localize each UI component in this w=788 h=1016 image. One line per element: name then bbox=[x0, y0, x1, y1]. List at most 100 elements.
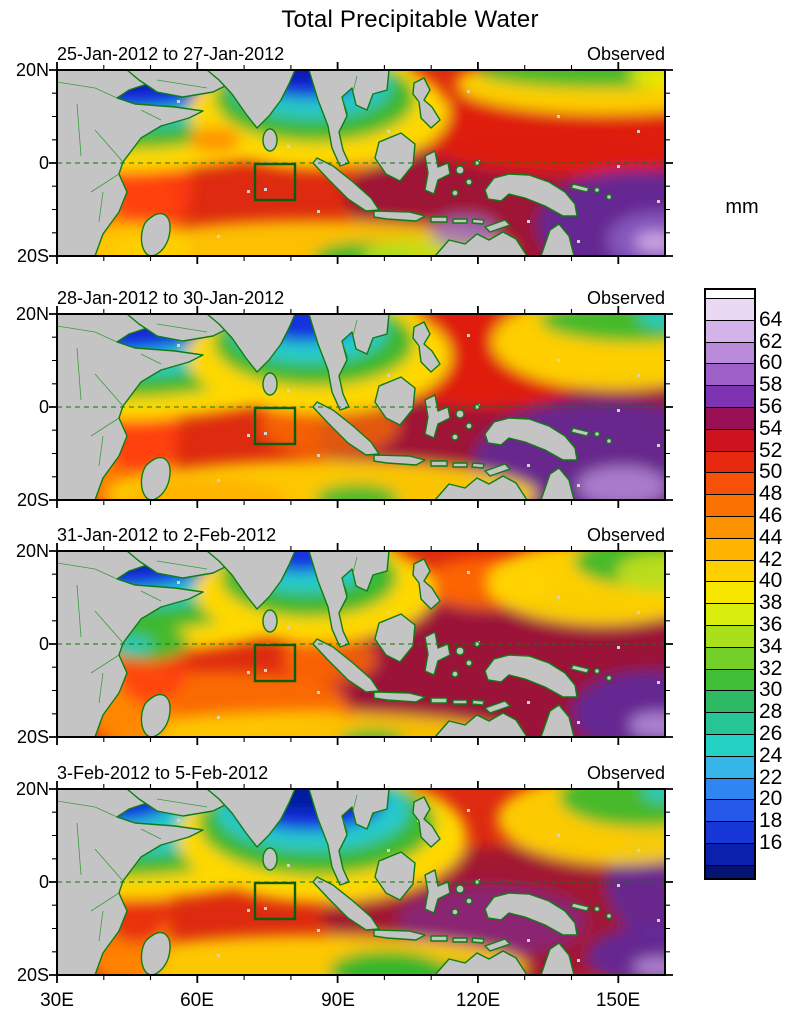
colorbar-cell-18-20 bbox=[706, 799, 754, 822]
colorbar bbox=[704, 288, 756, 880]
colorbar-cell-60-62 bbox=[706, 341, 754, 364]
colorbar-cell-32-34 bbox=[706, 646, 754, 669]
lat-label-0-panel-1: 0 bbox=[38, 153, 49, 173]
panel-3-date-range: 31-Jan-2012 to 2-Feb-2012 bbox=[57, 525, 277, 545]
lat-label-20n-panel-4: 20N bbox=[15, 779, 49, 799]
colorbar-tick-56: 56 bbox=[759, 395, 783, 418]
colorbar-cell-36-38 bbox=[706, 603, 754, 625]
colorbar-tick-54: 54 bbox=[759, 416, 783, 440]
colorbar-cell-16-18 bbox=[706, 821, 754, 843]
colorbar-tick-24: 24 bbox=[759, 743, 783, 767]
colorbar-unit-label: mm bbox=[725, 196, 759, 218]
colorbar-cell-14-16 bbox=[706, 842, 754, 865]
colorbar-tick-46: 46 bbox=[759, 504, 783, 527]
lon-label-30e: 30E bbox=[40, 990, 74, 1011]
field-layer bbox=[57, 70, 665, 256]
lon-label-60e: 60E bbox=[180, 990, 214, 1011]
axis-minor-ticks bbox=[52, 309, 670, 505]
colorbar-tick-22: 22 bbox=[759, 765, 783, 789]
study-region-box bbox=[253, 643, 297, 683]
colorbar-cell-42-44 bbox=[706, 537, 754, 560]
lon-label-90e: 90E bbox=[321, 990, 355, 1011]
field-layer bbox=[57, 551, 665, 737]
field-layer bbox=[57, 314, 665, 500]
colorbar-tick-42: 42 bbox=[759, 547, 783, 571]
colorbar-tick-60: 60 bbox=[759, 351, 783, 375]
panel-1-date-range: 25-Jan-2012 to 27-Jan-2012 bbox=[57, 44, 285, 64]
colorbar-tick-50: 50 bbox=[759, 460, 783, 484]
colorbar-tick-28: 28 bbox=[759, 700, 783, 724]
colorbar-tick-52: 52 bbox=[759, 438, 783, 462]
colorbar-tick-34: 34 bbox=[759, 634, 783, 658]
map-panel-1 bbox=[49, 62, 673, 264]
panel-4-date-range: 3-Feb-2012 to 5-Feb-2012 bbox=[57, 763, 269, 783]
map-panel-2 bbox=[49, 306, 673, 508]
colorbar-tick-26: 26 bbox=[759, 722, 783, 745]
lat-label-20n-panel-2: 20N bbox=[15, 304, 49, 324]
lat-label-20s-panel-3: 20S bbox=[16, 727, 49, 747]
axis-major-ticks bbox=[49, 306, 673, 508]
colorbar-tick-20: 20 bbox=[759, 787, 783, 811]
colorbar-tick-30: 30 bbox=[759, 678, 783, 702]
colorbar-cell-26-28 bbox=[706, 712, 754, 734]
field-layer bbox=[57, 789, 665, 975]
map-panel-4 bbox=[49, 781, 673, 983]
lon-label-150e: 150E bbox=[595, 990, 641, 1011]
colorbar-tick-64: 64 bbox=[759, 307, 783, 331]
axis-minor-ticks bbox=[52, 65, 670, 261]
colorbar-tick-48: 48 bbox=[759, 482, 783, 506]
lat-label-0-panel-2: 0 bbox=[38, 397, 49, 417]
colorbar-cell-20-22 bbox=[706, 777, 754, 800]
study-region-box bbox=[253, 162, 297, 202]
colorbar-cell-40-42 bbox=[706, 559, 754, 582]
colorbar-tick-40: 40 bbox=[759, 569, 783, 593]
colorbar-cell-46-48 bbox=[706, 494, 754, 516]
panel-4-source-label: Observed bbox=[586, 763, 665, 783]
lon-label-120e: 120E bbox=[455, 990, 501, 1011]
colorbar-cell->66 bbox=[706, 290, 754, 298]
colorbar-tick-62: 62 bbox=[759, 329, 783, 353]
lat-label-20n-panel-3: 20N bbox=[15, 541, 49, 561]
colorbar-cell-22-24 bbox=[706, 755, 754, 778]
panel-2-source-label: Observed bbox=[586, 288, 665, 308]
colorbar-tick-38: 38 bbox=[759, 591, 783, 615]
colorbar-tick-32: 32 bbox=[759, 656, 783, 680]
axis-minor-ticks bbox=[52, 784, 670, 980]
axis-major-ticks bbox=[49, 543, 673, 745]
colorbar-cell-54-56 bbox=[706, 406, 754, 429]
axis-major-ticks bbox=[49, 781, 673, 983]
panel-2-date-range: 28-Jan-2012 to 30-Jan-2012 bbox=[57, 288, 285, 308]
lat-label-20s-panel-2: 20S bbox=[16, 490, 49, 510]
lat-label-0-panel-3: 0 bbox=[38, 634, 49, 654]
map-panel-3 bbox=[49, 543, 673, 745]
colorbar-cell-64-66 bbox=[706, 298, 754, 320]
axis-major-ticks bbox=[49, 62, 673, 264]
colorbar-tick-36: 36 bbox=[759, 613, 783, 636]
colorbar-cell-24-26 bbox=[706, 733, 754, 756]
colorbar-cell-30-32 bbox=[706, 668, 754, 691]
lat-label-20s-panel-1: 20S bbox=[16, 246, 49, 266]
study-region-box bbox=[253, 406, 297, 446]
colorbar-cell-56-58 bbox=[706, 385, 754, 407]
colorbar-cell-52-54 bbox=[706, 428, 754, 451]
lat-label-20s-panel-4: 20S bbox=[16, 965, 49, 985]
axis-minor-ticks bbox=[52, 546, 670, 742]
colorbar-cell-28-30 bbox=[706, 690, 754, 713]
colorbar-cell-50-52 bbox=[706, 450, 754, 473]
panel-3-source-label: Observed bbox=[586, 525, 665, 545]
colorbar-tick-58: 58 bbox=[759, 373, 783, 397]
colorbar-cell-38-40 bbox=[706, 581, 754, 604]
colorbar-cell-48-50 bbox=[706, 472, 754, 495]
lat-label-0-panel-4: 0 bbox=[38, 872, 49, 892]
colorbar-tick-18: 18 bbox=[759, 809, 783, 833]
colorbar-tick-16: 16 bbox=[759, 831, 783, 854]
colorbar-cell-<14 bbox=[706, 864, 754, 878]
colorbar-cell-58-60 bbox=[706, 363, 754, 386]
colorbar-cell-44-46 bbox=[706, 515, 754, 538]
panel-1-source-label: Observed bbox=[586, 44, 665, 64]
colorbar-tick-44: 44 bbox=[759, 525, 783, 549]
colorbar-cell-62-64 bbox=[706, 319, 754, 342]
figure-title: Total Precipitable Water bbox=[281, 6, 539, 33]
lat-label-20n-panel-1: 20N bbox=[15, 60, 49, 80]
